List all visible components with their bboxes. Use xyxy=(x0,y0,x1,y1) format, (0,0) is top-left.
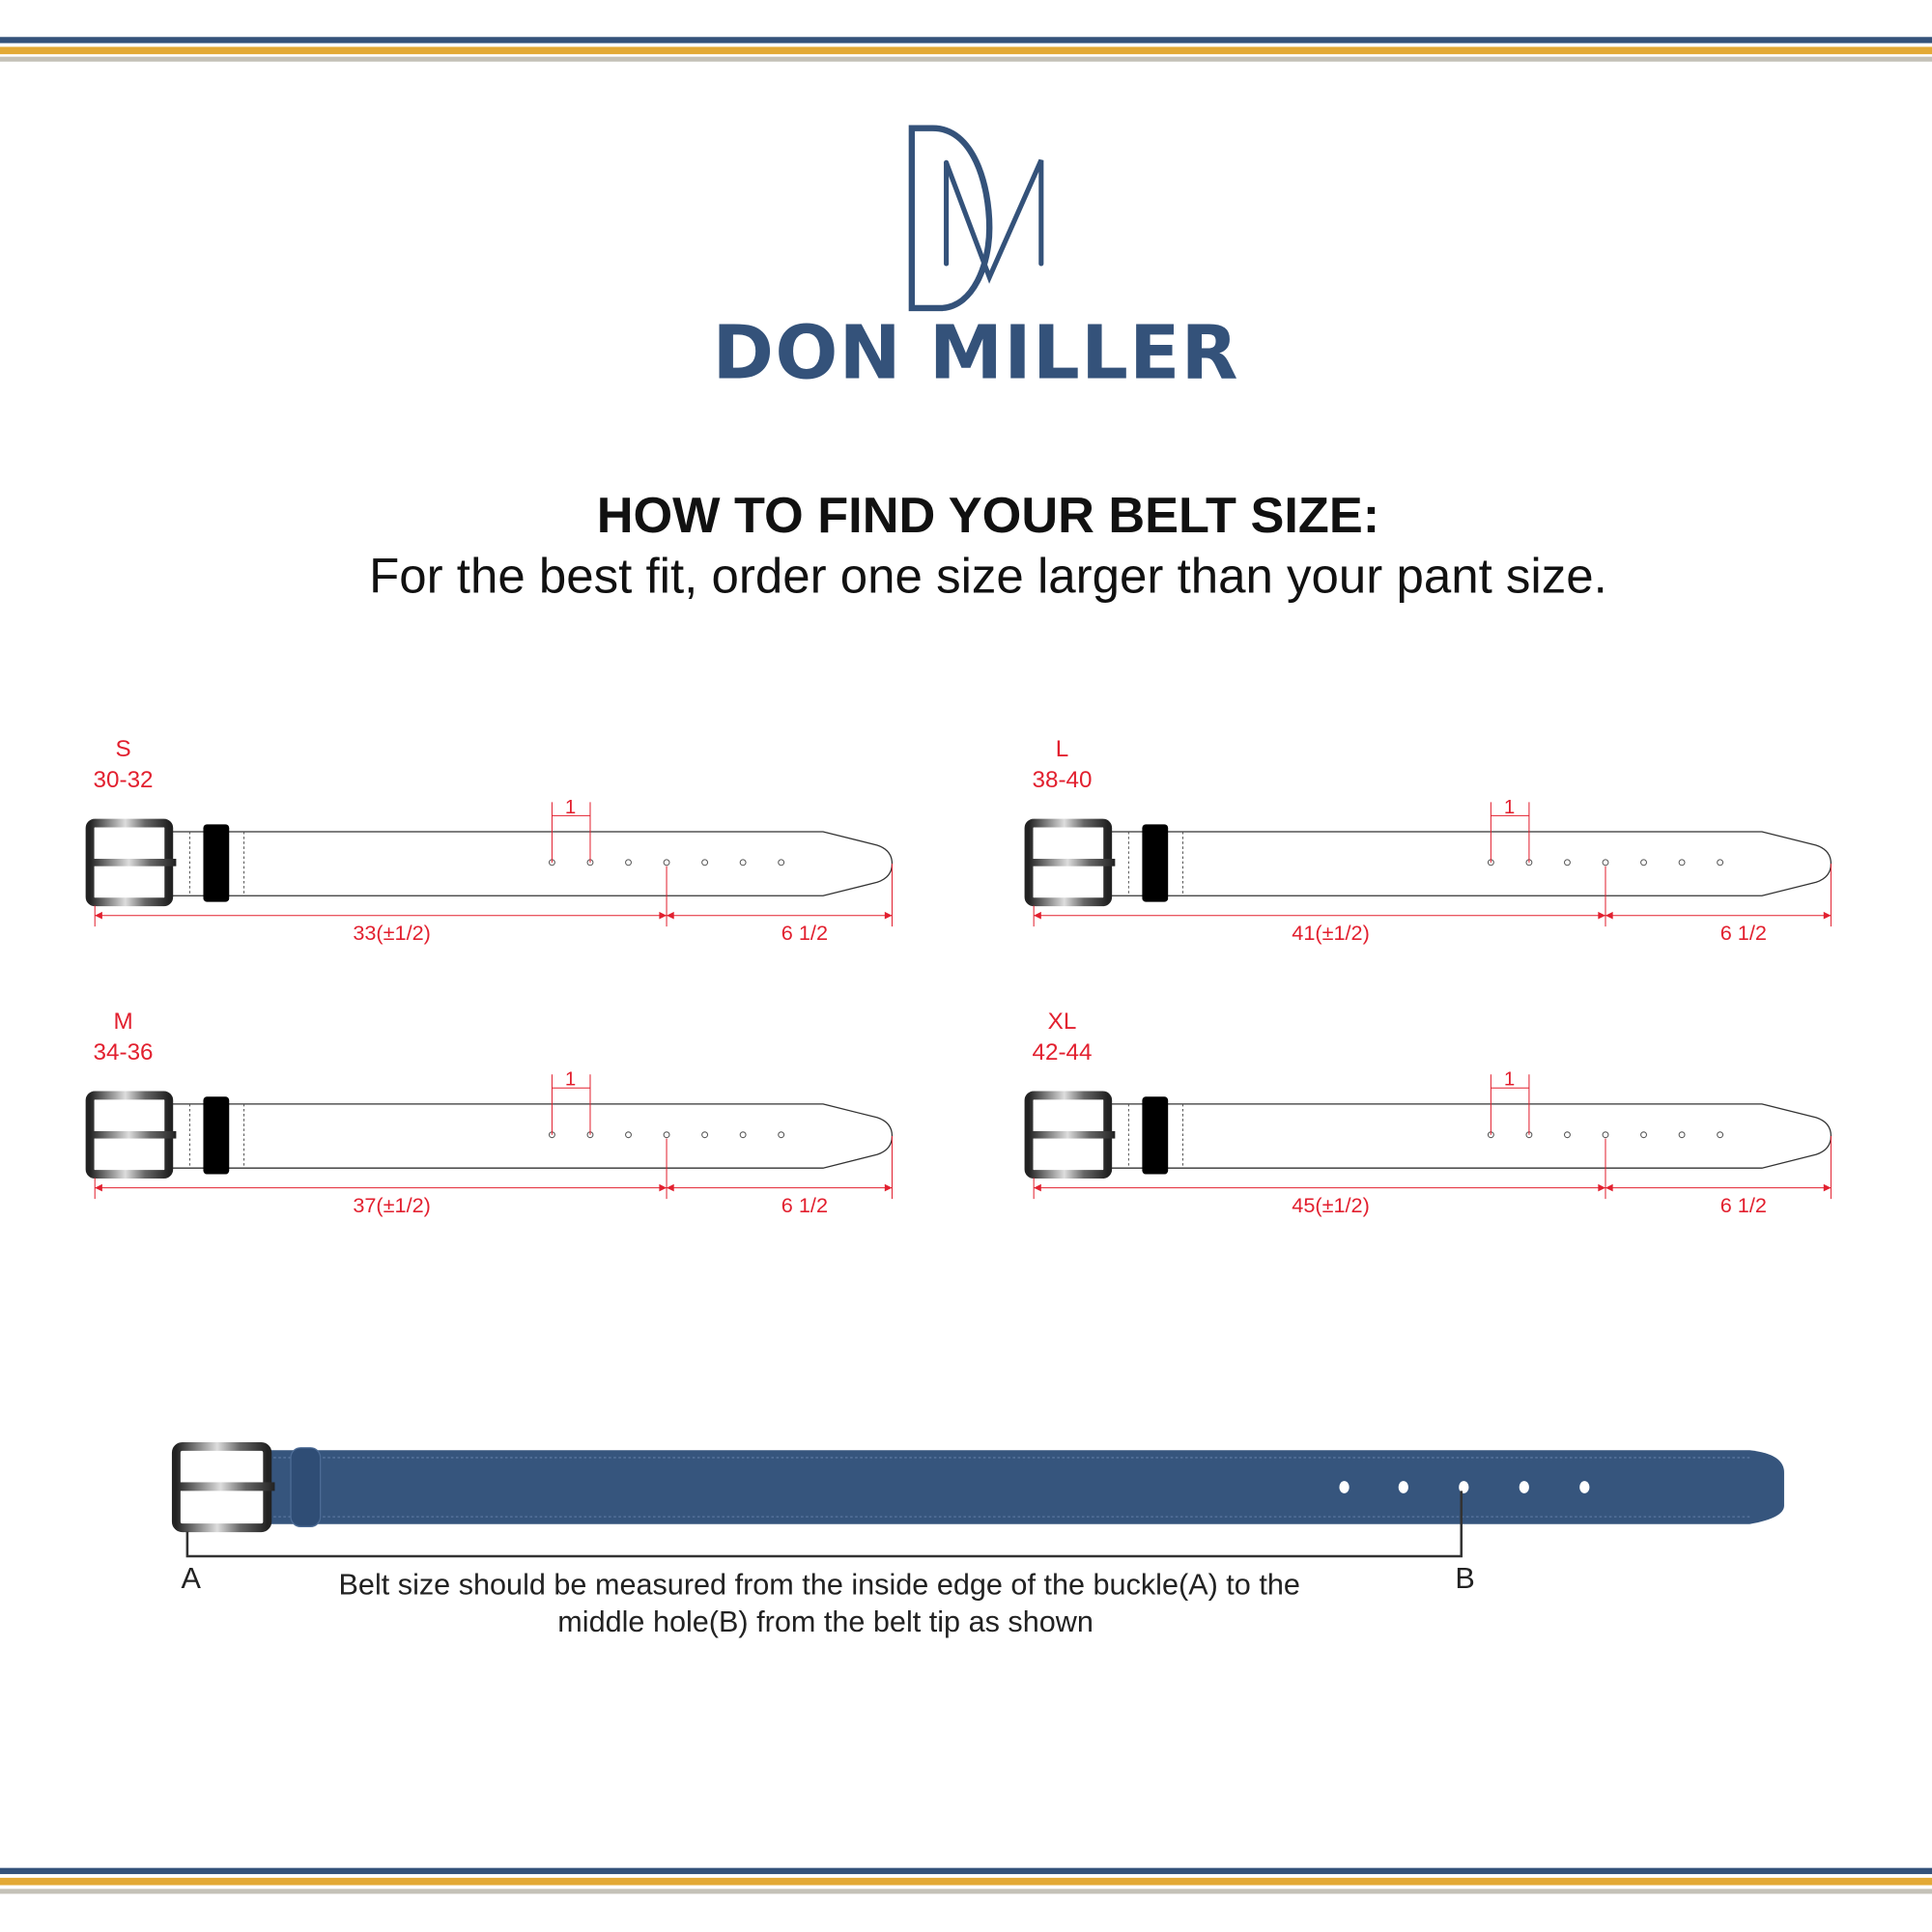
point-b-label: B xyxy=(1455,1562,1474,1595)
belt-hole xyxy=(1678,1131,1686,1139)
tip-length-label: 6 1/2 xyxy=(781,1193,828,1217)
belt-holes xyxy=(1339,1481,1590,1493)
belt-hole xyxy=(1717,859,1724,867)
spacing-marker xyxy=(551,1074,591,1135)
belt-hole xyxy=(739,859,747,867)
belt-hole xyxy=(701,859,709,867)
belt-hole xyxy=(1640,859,1647,867)
buckle-bar xyxy=(1029,859,1116,867)
belt-hole xyxy=(739,1131,747,1139)
belt-hole xyxy=(701,1131,709,1139)
belt-hole xyxy=(625,1131,632,1139)
belt-diagram-xl: XL 42-44 1 45(±1/2) 6 1/2 xyxy=(1024,1009,1833,1217)
size-label: XL xyxy=(1048,1009,1077,1035)
dimension-lines xyxy=(94,1136,893,1200)
belt-diagram-m: M 34-36 1 37(±1/2) 6 1/2 xyxy=(85,1009,894,1217)
top-stripes xyxy=(0,37,1932,62)
belt-length-label: 45(±1/2) xyxy=(1292,1193,1370,1217)
belt-hole xyxy=(1717,1131,1724,1139)
buckle-bar xyxy=(90,1130,177,1139)
measurement-line xyxy=(185,1491,1463,1558)
bottom-stripes xyxy=(0,1867,1932,1894)
waist-range: 38-40 xyxy=(1033,767,1093,793)
belt-diagram-l: L 38-40 1 41(±1/2) 6 1/2 xyxy=(1024,736,1833,945)
spacing-marker xyxy=(551,802,591,863)
measure-instruction-line2: middle hole(B) from the belt tip as show… xyxy=(557,1605,1094,1638)
belt-hole xyxy=(778,859,785,867)
belt-hole xyxy=(1564,859,1571,867)
stitch-lines xyxy=(188,831,245,896)
point-a-label: A xyxy=(181,1562,201,1595)
brand-name: DON MILLER xyxy=(713,311,1239,397)
tip-length-label: 6 1/2 xyxy=(1720,921,1767,945)
belt-length-label: 41(±1/2) xyxy=(1292,921,1370,945)
page-title: HOW TO FIND YOUR BELT SIZE: xyxy=(597,488,1379,544)
hole-spacing-label: 1 xyxy=(1504,797,1515,818)
waist-range: 30-32 xyxy=(94,767,154,793)
belt-hole xyxy=(1564,1131,1571,1139)
belt-length-label: 33(±1/2) xyxy=(353,921,431,945)
tip-length-label: 6 1/2 xyxy=(781,921,828,945)
belt-length-label: 37(±1/2) xyxy=(353,1193,431,1217)
waist-range: 42-44 xyxy=(1033,1039,1093,1065)
belt-hole xyxy=(1602,859,1609,867)
hole-spacing-label: 1 xyxy=(1504,1069,1515,1091)
belt-keeper xyxy=(203,824,230,902)
dimension-lines xyxy=(1033,864,1832,927)
buckle-bar xyxy=(90,859,177,867)
stitch-lines xyxy=(1127,831,1183,896)
belt-keeper xyxy=(1142,1096,1169,1175)
size-label: L xyxy=(1056,736,1068,762)
belt-hole xyxy=(1640,1131,1647,1139)
belt-keeper xyxy=(1142,824,1169,902)
tip-length-label: 6 1/2 xyxy=(1720,1193,1767,1217)
stitch-lines xyxy=(188,1103,245,1169)
hole-spacing-label: 1 xyxy=(565,1069,576,1091)
measure-instruction-line1: Belt size should be measured from the in… xyxy=(339,1569,1300,1602)
belt-hole xyxy=(663,1131,670,1139)
waist-range: 34-36 xyxy=(94,1039,154,1065)
dm-monogram-logo xyxy=(908,125,1044,312)
buckle-bar xyxy=(1029,1130,1116,1139)
hole-spacing-label: 1 xyxy=(565,797,576,818)
belt-hole xyxy=(778,1131,785,1139)
belt-hole xyxy=(1678,859,1686,867)
dimension-lines xyxy=(1033,1136,1832,1200)
belt-diagram-s: S 30-32 1 33(±1/2) 6 1/2 xyxy=(85,736,894,945)
belt-hole xyxy=(663,859,670,867)
belt-keeper xyxy=(203,1096,230,1175)
spacing-marker xyxy=(1490,1074,1530,1135)
dimension-lines xyxy=(94,864,893,927)
belt-hole xyxy=(625,859,632,867)
page-subtitle: For the best fit, order one size larger … xyxy=(369,549,1607,604)
spacing-marker xyxy=(1490,802,1530,863)
stitch-lines xyxy=(1127,1103,1183,1169)
belt-hole xyxy=(1602,1131,1609,1139)
measurement-belt xyxy=(171,1441,1784,1558)
size-label: M xyxy=(113,1009,132,1035)
size-label: S xyxy=(115,736,130,762)
